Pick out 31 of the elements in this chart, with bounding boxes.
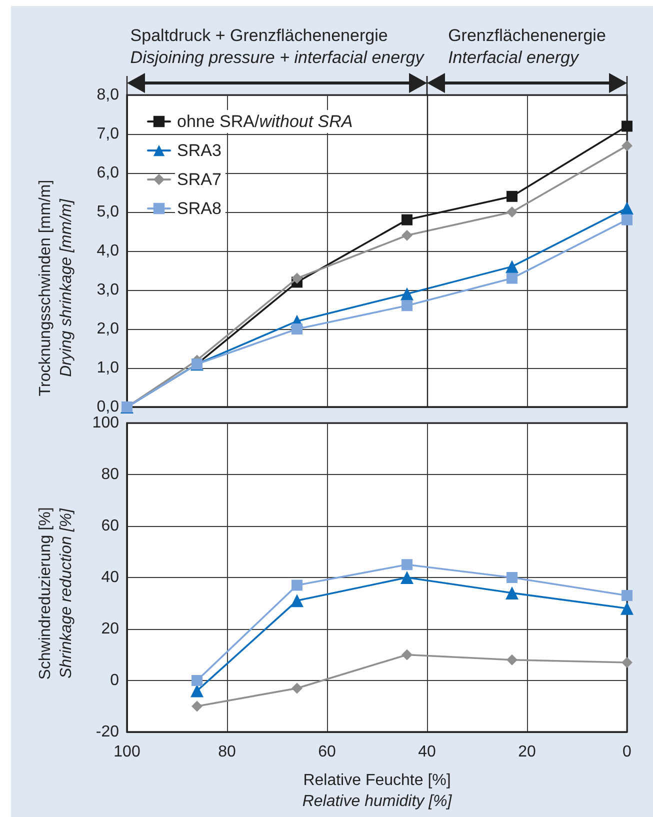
y-tick-label: 3,0: [96, 282, 120, 298]
x-axis-title: Relative Feuchte [%] Relative humidity [%]: [302, 772, 452, 810]
y-tick-label: 6,0: [96, 164, 120, 182]
legend-label: ohne SRA/without SRA: [177, 112, 353, 131]
x-tick-label: 20: [518, 744, 536, 760]
x-tick-label: 80: [218, 744, 236, 760]
x-tick-label: 60: [318, 744, 336, 760]
y-axis-title: Schwindreduzierung [%] Shrinkage reduction [%]: [37, 507, 75, 680]
text: Spaltdruck + Grenzflächenenergie Disjoining pressure + interfacial energy: [130, 25, 424, 69]
y-tick-label: 80: [101, 466, 120, 483]
x-tick-label: 100: [114, 744, 140, 760]
x-tick-label: 40: [418, 744, 436, 760]
legend-label: SRA8: [177, 199, 222, 218]
y-tick-label: 60: [101, 518, 120, 534]
text: Grenzflächenenergie Interfacial energy: [448, 25, 606, 69]
y-tick-label: 8,0: [96, 86, 120, 104]
y-tick-label: 0: [110, 672, 120, 689]
y-tick-label: 5,0: [96, 204, 120, 220]
y-tick-label: 4,0: [96, 242, 120, 260]
y-tick-label: 2,0: [96, 320, 120, 338]
x-tick-label: 0: [622, 744, 632, 760]
y-tick-label: 7,0: [96, 126, 120, 142]
y-tick-label: 1,0: [96, 360, 120, 376]
y-axis-title: Trocknungsschwinden [mm/m] Drying shrinkage [mm/m]: [37, 180, 75, 396]
legend-label: SRA7: [177, 170, 222, 189]
y-tick-label: 0,0: [96, 398, 120, 416]
legend-label: SRA3: [177, 141, 222, 160]
y-tick-label: 20: [101, 620, 120, 638]
y-tick-label: 100: [92, 414, 120, 432]
y-tick-label: 40: [101, 569, 120, 586]
y-tick-label: -20: [96, 724, 120, 740]
